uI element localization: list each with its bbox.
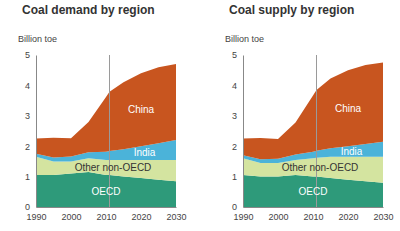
- tick-label: 0: [232, 202, 237, 212]
- tick-label: 4: [25, 81, 30, 91]
- tick: 3: [25, 111, 36, 121]
- area: [243, 63, 383, 160]
- tick: 2020: [131, 207, 151, 222]
- tick-label: 3: [25, 111, 30, 121]
- tick: 1: [25, 172, 36, 182]
- series-label: China: [335, 103, 362, 114]
- tick: 1990: [233, 207, 253, 222]
- x-axis: 1990 2000 2010 2020 2030: [26, 207, 186, 222]
- chart: Coal demand by region Billion toe 0 1 2 3 4 5 19…: [18, 3, 187, 222]
- series-label: OECD: [299, 186, 328, 197]
- tick-label: 5: [232, 50, 237, 60]
- axis-line: [243, 56, 244, 208]
- series-label: China: [128, 104, 155, 115]
- tick: 4: [232, 81, 243, 91]
- tick: 1990: [26, 207, 46, 222]
- tick-label: 2: [25, 142, 30, 152]
- axis-line: [36, 56, 37, 208]
- tick-label: 2030: [373, 212, 393, 222]
- axis-line: [244, 207, 384, 208]
- tick: 2000: [61, 207, 81, 222]
- tick: 2010: [96, 207, 116, 222]
- tick: 2030: [166, 207, 186, 222]
- series-label: Other non-OECD: [75, 162, 152, 173]
- series-label: Other non-OECD: [282, 162, 359, 173]
- tick-label: 2: [232, 142, 237, 152]
- tick-label: 0: [25, 202, 30, 212]
- tick: 2: [232, 142, 243, 152]
- projection-line: [316, 55, 317, 207]
- tick: 2020: [338, 207, 358, 222]
- tick: 2: [25, 142, 36, 152]
- tick-label: 2020: [338, 212, 358, 222]
- tick-label: 2020: [131, 212, 151, 222]
- tick-label: 2000: [268, 212, 288, 222]
- tick-label: 1: [232, 172, 237, 182]
- tick-label: 2010: [96, 212, 116, 222]
- title: Coal supply by region: [229, 3, 354, 17]
- tick-label: 1990: [233, 212, 253, 222]
- series-label: OECD: [92, 186, 121, 197]
- axis-line: [37, 207, 177, 208]
- series-label: India: [341, 146, 363, 157]
- tick: 5: [232, 50, 243, 60]
- y-axis-label: Billion toe: [18, 34, 57, 44]
- tick-label: 1: [25, 172, 30, 182]
- chart: Coal supply by region Billion toe 0 1 2 3 4 5 19…: [225, 3, 394, 222]
- tick-label: 1990: [26, 212, 46, 222]
- y-axis: 0 1 2 3 4 5: [232, 50, 244, 212]
- tick-label: 2000: [61, 212, 81, 222]
- x-axis: 1990 2000 2010 2020 2030: [233, 207, 393, 222]
- tick-label: 2010: [303, 212, 323, 222]
- tick: 1: [232, 172, 243, 182]
- tick: 2010: [303, 207, 323, 222]
- area: [36, 64, 176, 157]
- figure: Coal demand by region Billion toe 0 1 2 3 4 5 19…: [0, 0, 400, 231]
- tick: 2030: [373, 207, 393, 222]
- y-axis-label: Billion toe: [225, 34, 264, 44]
- series-label: India: [134, 147, 156, 158]
- tick: 0: [25, 202, 36, 212]
- y-axis: 0 1 2 3 4 5: [25, 50, 37, 212]
- tick: 3: [232, 111, 243, 121]
- plot-area: [36, 55, 176, 207]
- projection-line: [109, 55, 110, 207]
- title: Coal demand by region: [22, 3, 155, 17]
- tick: 0: [232, 202, 243, 212]
- tick-label: 5: [25, 50, 30, 60]
- tick: 4: [25, 81, 36, 91]
- plot-area: [243, 55, 383, 207]
- tick: 2000: [268, 207, 288, 222]
- tick-label: 3: [232, 111, 237, 121]
- tick-label: 4: [232, 81, 237, 91]
- tick: 5: [25, 50, 36, 60]
- tick-label: 2030: [166, 212, 186, 222]
